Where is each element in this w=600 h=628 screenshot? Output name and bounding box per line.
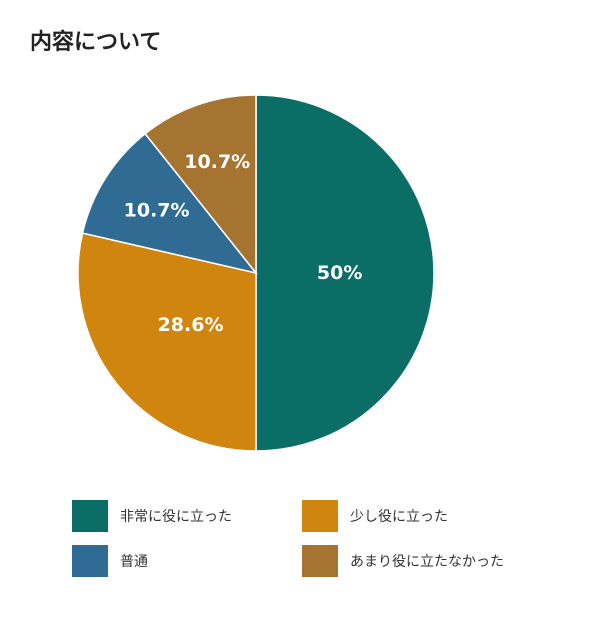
legend-swatch xyxy=(72,500,108,532)
pie-slice xyxy=(77,232,257,452)
legend-item-somewhat-useful: 少し役に立った xyxy=(302,500,448,532)
slice-data-label: 10.7% xyxy=(184,151,250,173)
legend-label: 普通 xyxy=(120,554,148,570)
slice-data-label: 28.6% xyxy=(158,314,224,336)
pie-slice xyxy=(255,94,435,452)
legend-item-average: 普通 xyxy=(72,545,148,577)
pie-slice xyxy=(81,132,258,275)
slice-data-label: 50% xyxy=(317,262,362,284)
legend-item-very-useful: 非常に役に立った xyxy=(72,500,232,532)
slice-data-label: 10.7% xyxy=(124,199,190,221)
chart-title: 内容について xyxy=(30,30,162,55)
pie-chart: 50% 28.6% 10.7% 10.7% xyxy=(77,94,435,452)
legend-swatch xyxy=(72,545,108,577)
legend-label: あまり役に立たなかった xyxy=(350,554,504,570)
legend-label: 少し役に立った xyxy=(350,509,448,525)
legend-label: 非常に役に立った xyxy=(120,509,232,525)
pie-slice xyxy=(144,94,257,276)
legend-swatch xyxy=(302,545,338,577)
legend-item-not-very-useful: あまり役に立たなかった xyxy=(302,545,504,577)
legend-swatch xyxy=(302,500,338,532)
